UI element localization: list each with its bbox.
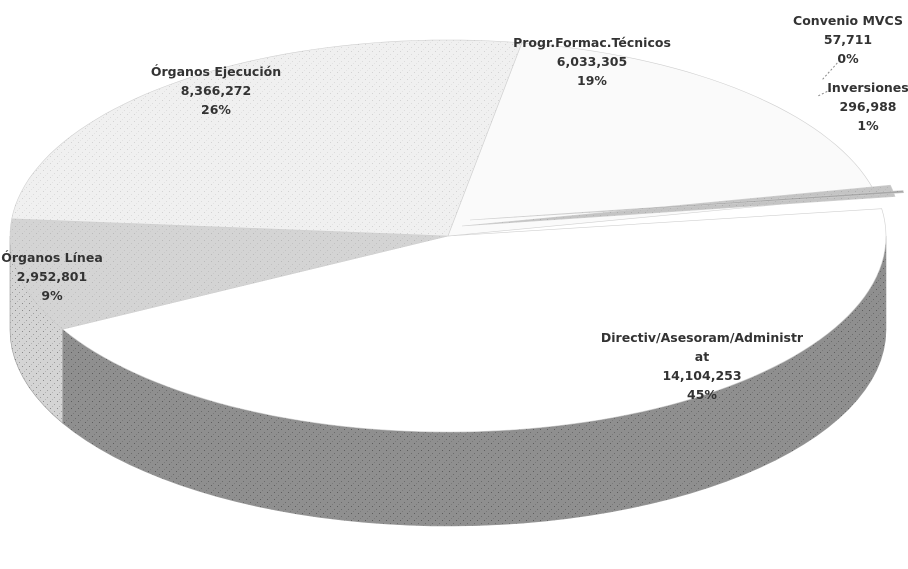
data-label-5: Inversiones 296,988 1% xyxy=(827,80,908,133)
slice-label-5: Inversiones xyxy=(827,80,908,95)
slice-percent-2: 9% xyxy=(41,288,63,303)
slice-percent-5: 1% xyxy=(857,118,879,133)
slice-percent-6: 0% xyxy=(837,51,859,66)
data-label-6: Convenio MVCS 57,711 0% xyxy=(793,13,903,66)
slice-label-1-line-1: Directiv/Asesoram/Administr xyxy=(601,330,804,345)
slice-value-2: 2,952,801 xyxy=(17,269,87,284)
slice-percent-3: 26% xyxy=(201,102,231,117)
slice-label-2: Órganos Línea xyxy=(1,250,103,265)
slice-value-3: 8,366,272 xyxy=(181,83,251,98)
slice-label-3: Órganos Ejecución xyxy=(151,64,281,79)
slice-value-5: 296,988 xyxy=(840,99,897,114)
slice-value-6: 57,711 xyxy=(824,32,872,47)
slice-percent-1: 45% xyxy=(687,387,717,402)
slice-value-1: 14,104,253 xyxy=(662,368,741,383)
slice-label-4: Progr.Formac.Técnicos xyxy=(513,35,671,50)
slice-label-6: Convenio MVCS xyxy=(793,13,903,28)
slice-label-1-line-2: at xyxy=(695,349,709,364)
slice-value-4: 6,033,305 xyxy=(557,54,627,69)
slice-percent-4: 19% xyxy=(577,73,607,88)
